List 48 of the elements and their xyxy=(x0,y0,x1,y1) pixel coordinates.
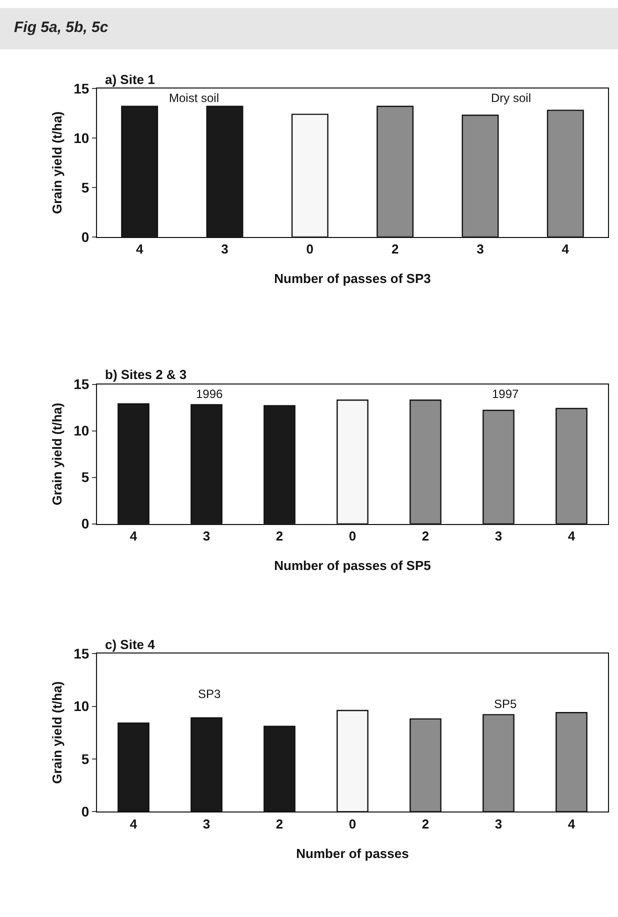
annotation: SP3 xyxy=(198,687,222,701)
x-axis-title: Number of passes of SP5 xyxy=(274,558,431,574)
x-tick-label: 2 xyxy=(276,528,284,544)
chart-title: Fig 5a, 5b, 5c xyxy=(14,19,109,36)
x-tick-label: 3 xyxy=(494,816,502,832)
y-tick-label: 15 xyxy=(74,376,90,392)
x-tick-label: 4 xyxy=(136,242,144,257)
y-axis-title: Grain yield (t/ha) xyxy=(50,111,65,214)
x-axis-title: Number of passes of SP3 xyxy=(274,271,431,286)
annotation: Moist soil xyxy=(169,91,220,105)
x-tick-label: 4 xyxy=(568,816,576,832)
y-tick-label: 5 xyxy=(81,469,90,486)
y-tick-label: 15 xyxy=(74,645,90,662)
y-tick-label: 15 xyxy=(74,80,90,96)
x-tick-label: 3 xyxy=(476,242,484,257)
annotation: 1996 xyxy=(196,387,224,401)
y-axis-title: Grain yield (t/ha) xyxy=(50,681,65,784)
x-tick-label: 0 xyxy=(306,242,314,257)
x-tick-label: 2 xyxy=(391,242,399,257)
y-tick-label: 10 xyxy=(74,698,90,714)
x-tick-label: 3 xyxy=(202,816,210,832)
y-tick-label: 0 xyxy=(81,804,90,820)
y-tick-label: 5 xyxy=(81,179,90,196)
annotation: 1997 xyxy=(492,387,520,401)
annotation: Dry soil xyxy=(491,91,532,105)
y-tick-label: 5 xyxy=(81,750,90,767)
x-tick-label: 3 xyxy=(221,242,228,257)
y-tick-label: 0 xyxy=(81,516,90,532)
x-axis-title: Number of passes xyxy=(296,846,409,861)
x-tick-label: 2 xyxy=(276,816,284,832)
x-tick-label: 4 xyxy=(130,816,138,832)
x-tick-label: 2 xyxy=(422,816,430,832)
y-axis-title: Grain yield (t/ha) xyxy=(50,402,65,506)
chart-subtitle: c) Site 4 xyxy=(105,637,156,652)
x-tick-label: 0 xyxy=(348,528,356,544)
y-tick-label: 10 xyxy=(74,130,90,146)
chart-subtitle: b) Sites 2 & 3 xyxy=(105,367,187,382)
x-tick-label: 2 xyxy=(422,528,430,544)
chart-subtitle: a) Site 1 xyxy=(105,72,155,87)
x-tick-label: 4 xyxy=(562,242,570,257)
x-tick-label: 0 xyxy=(348,816,356,832)
x-tick-label: 3 xyxy=(494,528,502,544)
y-tick-label: 0 xyxy=(81,228,90,245)
annotation: SP5 xyxy=(494,697,518,711)
x-tick-label: 3 xyxy=(202,528,210,544)
y-tick-label: 10 xyxy=(74,422,90,439)
x-tick-label: 4 xyxy=(130,528,138,544)
x-tick-label: 4 xyxy=(568,528,576,544)
